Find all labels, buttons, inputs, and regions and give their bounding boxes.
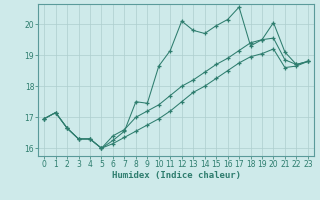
X-axis label: Humidex (Indice chaleur): Humidex (Indice chaleur) [111,171,241,180]
